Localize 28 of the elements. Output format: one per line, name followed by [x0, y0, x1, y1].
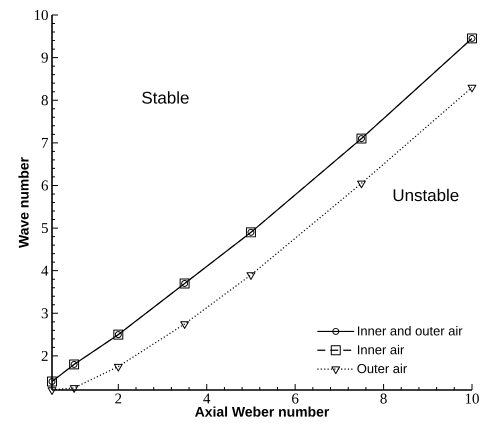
x-tick-label: 10	[466, 394, 479, 404]
legend-label: Inner air	[358, 344, 404, 354]
x-tick-label: 2	[115, 394, 122, 404]
annotation: Stable	[142, 91, 189, 104]
y-tick-label: 2	[42, 350, 48, 361]
y-tick-label: 9	[41, 52, 48, 63]
y-tick-label: 6	[42, 180, 48, 190]
point	[357, 180, 366, 188]
legend-label: Outer air	[357, 364, 407, 374]
point	[70, 385, 78, 393]
point	[180, 321, 190, 329]
x-tick-label: 4	[203, 394, 210, 404]
y-tick-label: 7	[42, 138, 48, 148]
point	[48, 387, 56, 395]
y-axis-title: Wave number	[18, 157, 29, 248]
y-tick-label: 10	[34, 10, 48, 20]
x-axis-title: Axial Weber number	[195, 406, 330, 417]
point	[114, 364, 123, 372]
y-tick-label: 5	[42, 223, 48, 234]
point	[246, 272, 256, 280]
x-tick-label: 8	[380, 394, 387, 404]
point	[468, 84, 476, 92]
y-tick-label: 3	[42, 308, 48, 318]
y-tick-label: 8	[42, 95, 48, 106]
annotation: Unstable	[394, 188, 458, 202]
y-tick-label: 4	[41, 266, 48, 276]
legend-label: Inner and outer air	[358, 326, 462, 336]
x-tick-label: 6	[292, 394, 298, 404]
